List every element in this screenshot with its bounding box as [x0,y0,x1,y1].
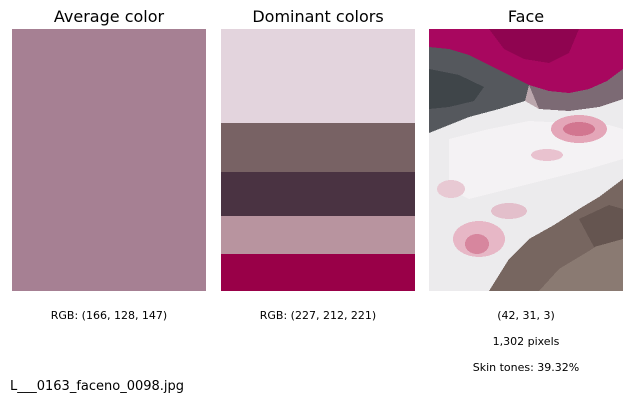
face-rgb-caption: (42, 31, 3) [497,309,555,322]
average-color-swatch [12,29,206,291]
face-image [429,29,623,291]
dominant-color-stripe-3 [221,172,415,216]
average-color-title: Average color [53,7,165,26]
face-pixel-image [429,29,623,291]
average-color-rgb-caption: RGB: (166, 128, 147) [50,309,168,322]
dominant-color-stripe-1 [221,29,415,123]
dominant-color-stripe-5 [221,254,415,291]
dominant-color-stripe-4 [221,216,415,254]
face-pixel-count-caption: 1,302 pixels [492,335,560,348]
dominant-colors-swatch [221,29,415,291]
face-title: Face [507,7,545,26]
face-skin-tones-caption: Skin tones: 39.32% [472,361,580,374]
dominant-colors-title: Dominant colors [252,7,384,26]
dominant-color-stripe-2 [221,123,415,172]
image-filename: L___0163_faceno_0098.jpg [10,379,185,394]
dominant-color-rgb-caption: RGB: (227, 212, 221) [259,309,377,322]
